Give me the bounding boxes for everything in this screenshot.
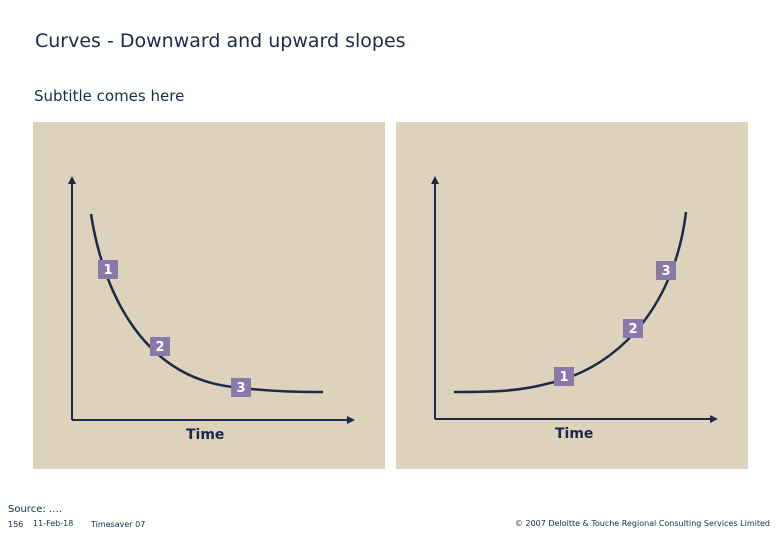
page-subtitle: Subtitle comes here bbox=[34, 87, 185, 105]
copyright-notice: © 2007 Deloitte & Touche Regional Consul… bbox=[514, 519, 770, 528]
footer-date: 11-Feb-18 bbox=[33, 519, 74, 528]
marker-point: 3 bbox=[231, 378, 251, 397]
marker-point: 2 bbox=[623, 319, 643, 338]
footer-template-name: Timesaver 07 bbox=[91, 520, 146, 529]
page-title: Curves - Downward and upward slopes bbox=[35, 30, 406, 52]
marker-label: 1 bbox=[103, 263, 112, 278]
source-note: Source: …. bbox=[8, 504, 63, 515]
marker-point: 1 bbox=[554, 367, 574, 386]
marker-point: 3 bbox=[656, 261, 676, 280]
marker-label: 2 bbox=[628, 322, 637, 337]
x-axis-label: Time bbox=[555, 426, 594, 442]
marker-point: 1 bbox=[98, 260, 118, 279]
downward-curve-panel: 1 2 3 Time bbox=[33, 122, 385, 469]
x-axis-label: Time bbox=[186, 427, 225, 443]
upward-curve-diagram: 1 2 3 bbox=[431, 176, 718, 423]
marker-label: 1 bbox=[559, 370, 568, 385]
marker-label: 2 bbox=[155, 340, 164, 355]
downward-curve-diagram: 1 2 3 bbox=[68, 176, 355, 424]
downward-curve-line bbox=[89, 213, 324, 394]
marker-label: 3 bbox=[236, 381, 245, 396]
marker-label: 3 bbox=[661, 264, 670, 279]
upward-curve-line bbox=[453, 211, 688, 394]
marker-point: 2 bbox=[150, 337, 170, 356]
page-number: 156 bbox=[8, 520, 24, 529]
upward-curve-panel: 1 2 3 Time bbox=[396, 122, 748, 469]
